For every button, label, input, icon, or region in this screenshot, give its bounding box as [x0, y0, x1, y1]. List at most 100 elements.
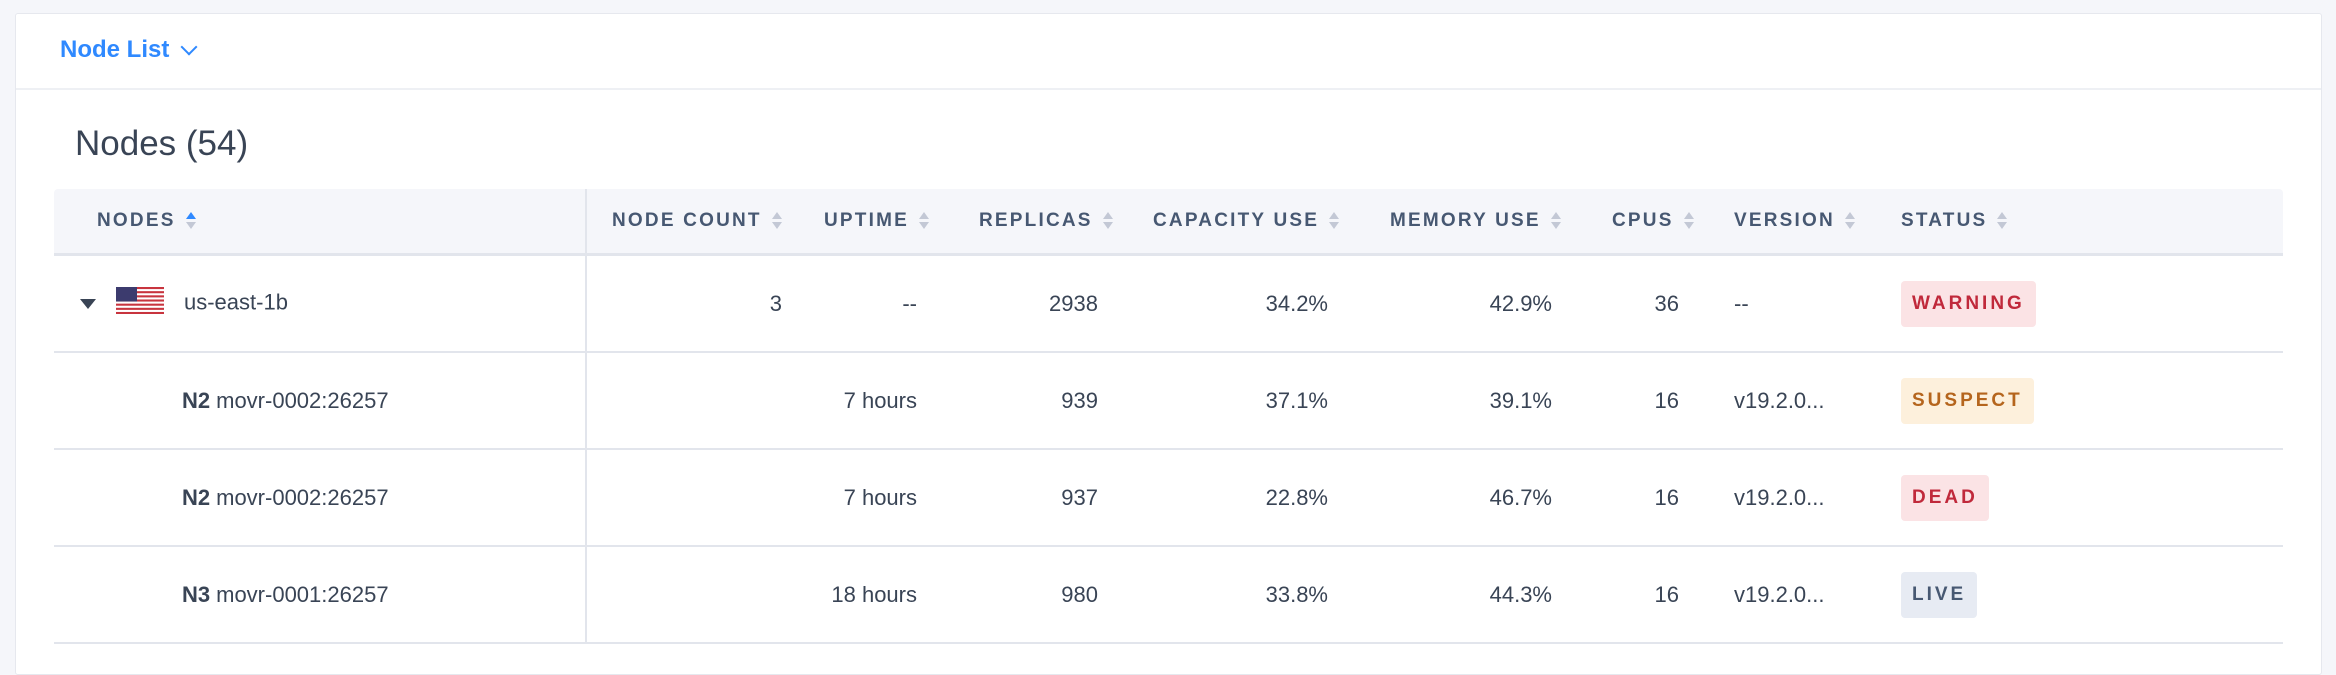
uptime-cell: 7 hours: [800, 449, 935, 547]
cpus-cell: 16: [1570, 352, 1697, 450]
capacity-cell: 37.1%: [1116, 352, 1346, 450]
cpus-value: 36: [1654, 290, 1679, 316]
column-header-label: UPTIME: [824, 210, 909, 231]
node-row[interactable]: N3 movr-0001:26257 18 hours 980 33.8% 44.3% 16…: [54, 546, 2283, 644]
version-value: v19.2.0...: [1734, 581, 1825, 607]
cpus-value: 16: [1654, 581, 1679, 607]
column-header-memory-use[interactable]: MEMORY USE: [1346, 189, 1570, 256]
column-header-label: REPLICAS: [979, 210, 1093, 231]
status-cell: SUSPECT: [1880, 352, 2283, 450]
sort-icon[interactable]: [771, 211, 782, 231]
node-count-cell: [586, 546, 800, 644]
column-header-version[interactable]: VERSION: [1697, 189, 1880, 256]
column-header-label: CPUS: [1612, 210, 1674, 231]
cpus-cell: 36: [1570, 254, 1697, 353]
node-address[interactable]: movr-0002:26257: [216, 484, 389, 510]
memory-value: 44.3%: [1489, 581, 1552, 607]
table-header-row: NODES NODE COUNT UPTIME REPLICAS CAPACITY US…: [54, 189, 2283, 256]
capacity-cell: 33.8%: [1116, 546, 1346, 644]
status-cell: LIVE: [1880, 546, 2283, 644]
version-cell: v19.2.0...: [1697, 546, 1880, 644]
nodes-table: NODES NODE COUNT UPTIME REPLICAS CAPACITY US…: [54, 189, 2283, 644]
node-count-value: 3: [769, 290, 782, 316]
node-cell: N3 movr-0001:26257: [54, 546, 587, 644]
column-header-label: CAPACITY USE: [1153, 210, 1320, 231]
node-id: N3: [182, 581, 211, 607]
sort-icon[interactable]: [1329, 211, 1340, 231]
uptime-cell: --: [800, 254, 935, 353]
card-header: Node List: [16, 14, 2321, 90]
sort-icon[interactable]: [1997, 211, 2008, 231]
capacity-value: 34.2%: [1265, 290, 1328, 316]
replicas-cell: 937: [935, 449, 1116, 547]
node-cell: N2 movr-0002:26257: [54, 449, 587, 547]
memory-cell: 42.9%: [1346, 254, 1570, 353]
column-header-label: NODE COUNT: [612, 210, 762, 231]
sort-icon[interactable]: [918, 211, 929, 231]
column-header-cpus[interactable]: CPUS: [1570, 189, 1697, 256]
node-cell: us-east-1b: [54, 254, 587, 353]
view-selector-dropdown[interactable]: Node List: [60, 36, 198, 64]
sort-icon[interactable]: [1550, 211, 1561, 231]
status-cell: WARNING: [1880, 254, 2283, 353]
version-value: v19.2.0...: [1734, 484, 1825, 510]
capacity-value: 22.8%: [1265, 484, 1328, 510]
uptime-cell: 7 hours: [800, 352, 935, 450]
memory-value: 42.9%: [1489, 290, 1552, 316]
replicas-value: 980: [1061, 581, 1098, 607]
sort-icon[interactable]: [185, 211, 196, 231]
cpus-cell: 16: [1570, 546, 1697, 644]
column-header-label: NODES: [97, 210, 176, 231]
column-header-uptime[interactable]: UPTIME: [800, 189, 935, 256]
cpus-value: 16: [1654, 387, 1679, 413]
column-header-nodes[interactable]: NODES: [54, 189, 587, 256]
uptime-value: 18 hours: [831, 581, 917, 607]
version-cell: --: [1697, 254, 1880, 353]
region-row[interactable]: us-east-1b 3 -- 2938 34.2% 42.9% 36 -- WARNING: [54, 254, 2283, 353]
chevron-down-icon: [180, 38, 198, 56]
replicas-value: 939: [1061, 387, 1098, 413]
replicas-cell: 939: [935, 352, 1116, 450]
replicas-value: 2938: [1049, 290, 1098, 316]
status-badge: LIVE: [1901, 571, 1978, 618]
uptime-cell: 18 hours: [800, 546, 935, 644]
page-title: Nodes (54): [75, 124, 249, 163]
expand-caret-icon[interactable]: [80, 298, 96, 309]
capacity-value: 37.1%: [1265, 387, 1328, 413]
version-cell: v19.2.0...: [1697, 449, 1880, 547]
memory-value: 46.7%: [1489, 484, 1552, 510]
version-value: --: [1734, 290, 1749, 316]
sort-icon[interactable]: [1102, 211, 1113, 231]
capacity-cell: 22.8%: [1116, 449, 1346, 547]
uptime-value: 7 hours: [843, 484, 917, 510]
version-cell: v19.2.0...: [1697, 352, 1880, 450]
node-cell: N2 movr-0002:26257: [54, 352, 587, 450]
column-header-label: STATUS: [1901, 210, 1988, 231]
status-badge: SUSPECT: [1901, 377, 2034, 424]
view-selector-label: Node List: [60, 36, 170, 63]
capacity-value: 33.8%: [1265, 581, 1328, 607]
status-cell: DEAD: [1880, 449, 2283, 547]
capacity-cell: 34.2%: [1116, 254, 1346, 353]
node-address[interactable]: movr-0001:26257: [216, 581, 389, 607]
column-header-label: VERSION: [1734, 210, 1835, 231]
column-header-replicas[interactable]: REPLICAS: [935, 189, 1116, 256]
node-row[interactable]: N2 movr-0002:26257 7 hours 939 37.1% 39.1% 16 v…: [54, 352, 2283, 450]
memory-value: 39.1%: [1489, 387, 1552, 413]
column-header-label: MEMORY USE: [1390, 210, 1541, 231]
replicas-value: 937: [1061, 484, 1098, 510]
uptime-value: --: [902, 290, 917, 316]
column-header-node-count[interactable]: NODE COUNT: [586, 189, 800, 256]
node-row[interactable]: N2 movr-0002:26257 7 hours 937 22.8% 46.7% 16 v…: [54, 449, 2283, 547]
node-address[interactable]: movr-0002:26257: [216, 387, 389, 413]
uptime-value: 7 hours: [843, 387, 917, 413]
replicas-cell: 980: [935, 546, 1116, 644]
sort-icon[interactable]: [1844, 211, 1855, 231]
column-header-status[interactable]: STATUS: [1880, 189, 2283, 256]
column-header-capacity-use[interactable]: CAPACITY USE: [1116, 189, 1346, 256]
cpus-cell: 16: [1570, 449, 1697, 547]
memory-cell: 46.7%: [1346, 449, 1570, 547]
sort-icon[interactable]: [1683, 211, 1694, 231]
cpus-value: 16: [1654, 484, 1679, 510]
us-flag-icon: [116, 287, 164, 320]
